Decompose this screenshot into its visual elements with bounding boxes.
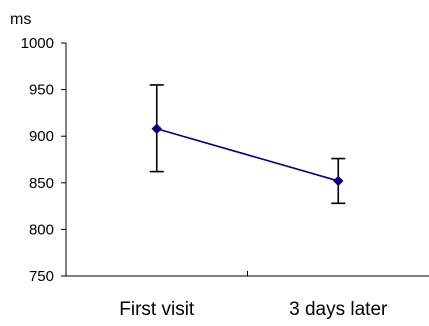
- x-tick-label: First visit: [119, 299, 195, 320]
- y-tick-label: 750: [29, 268, 54, 285]
- series-line: [156, 127, 339, 182]
- y-tick-label: 950: [29, 82, 54, 99]
- data-point-marker: [333, 175, 344, 187]
- y-tick-label: 800: [29, 221, 54, 238]
- data-point-marker: [151, 123, 162, 134]
- axes: 750 800 850 900 950 1000 First visit 3 days lat…: [21, 35, 429, 320]
- data-marks: [149, 84, 346, 205]
- y-axis-unit-label: ms: [10, 11, 31, 28]
- y-tick-label: 1000: [21, 35, 54, 52]
- y-tick-label: 900: [29, 128, 54, 145]
- x-tick-label: 3 days later: [289, 299, 388, 320]
- y-tick-label: 850: [29, 175, 54, 192]
